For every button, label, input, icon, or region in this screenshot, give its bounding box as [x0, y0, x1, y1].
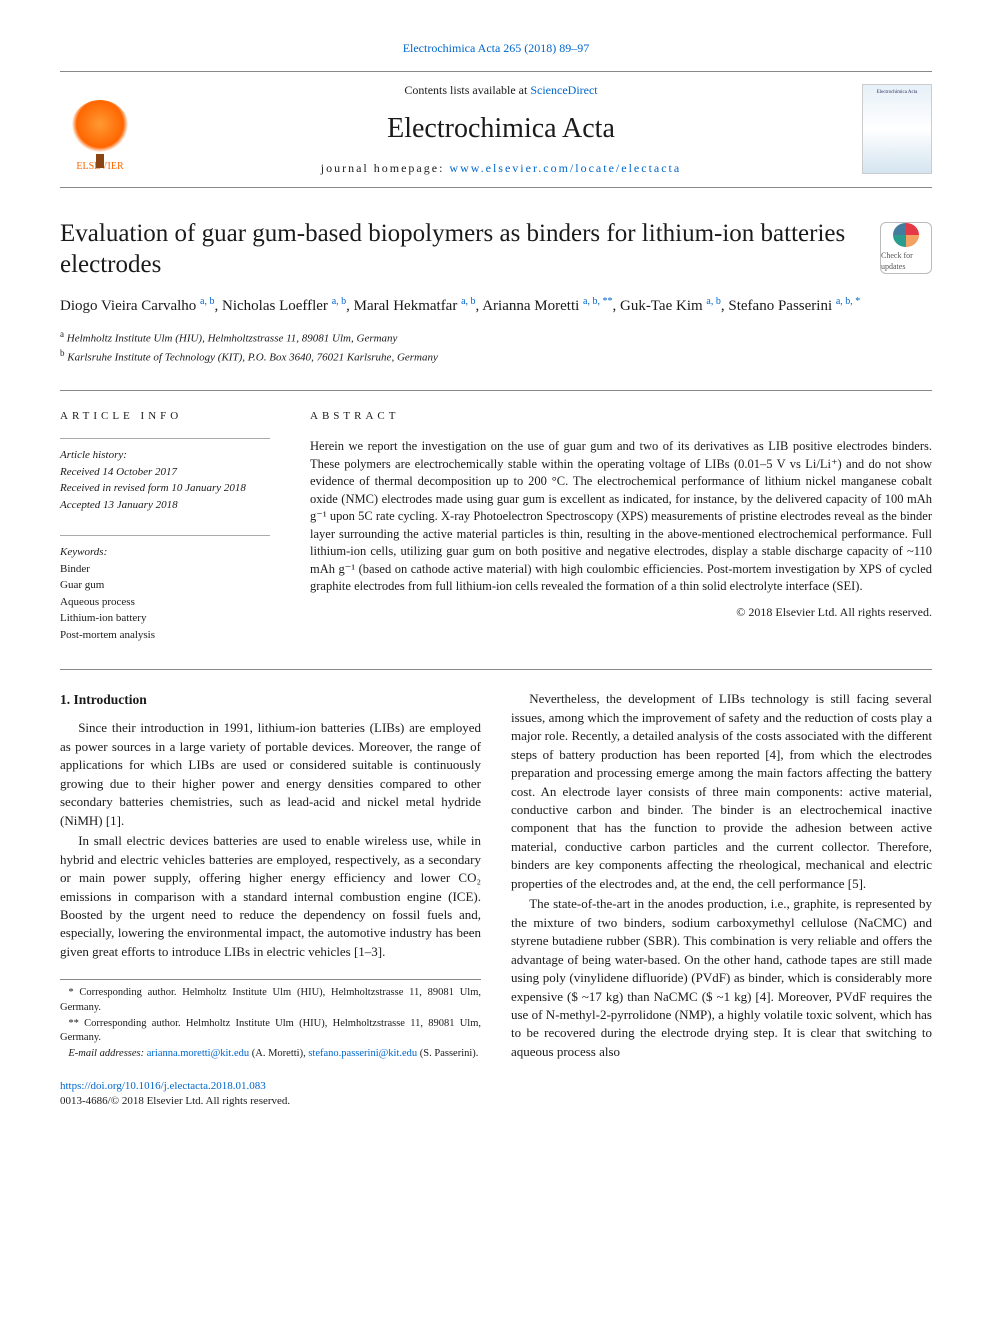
affiliation-b: b Karlsruhe Institute of Technology (KIT…: [60, 347, 932, 366]
journal-header: ELSEVIER Contents lists available at Sci…: [60, 71, 932, 188]
affiliation-a: a Helmholtz Institute Ulm (HIU), Helmhol…: [60, 328, 932, 347]
cover-title: Electrochimica Acta: [877, 89, 918, 96]
emails-label: E-mail addresses:: [68, 1048, 146, 1059]
keyword: Binder: [60, 561, 270, 578]
abstract-column: ABSTRACT Herein we report the investigat…: [310, 409, 932, 643]
citation-line: Electrochimica Acta 265 (2018) 89–97: [60, 40, 932, 57]
article-info-label: ARTICLE INFO: [60, 409, 270, 424]
homepage-label: journal homepage:: [321, 161, 450, 175]
title-block: Evaluation of guar gum-based biopolymers…: [60, 218, 932, 366]
updates-badge-text: Check for updates: [881, 250, 931, 272]
doi-link[interactable]: https://doi.org/10.1016/j.electacta.2018…: [60, 1080, 266, 1092]
body-paragraph: In small electric devices batteries are …: [60, 832, 481, 961]
info-abstract-row: ARTICLE INFO Article history: Received 1…: [60, 390, 932, 643]
article-history: Article history: Received 14 October 201…: [60, 438, 270, 513]
keywords-block: Keywords: Binder Guar gum Aqueous proces…: [60, 535, 270, 643]
contents-line: Contents lists available at ScienceDirec…: [140, 82, 862, 99]
email-who: (A. Moretti),: [249, 1048, 308, 1059]
body-paragraph: Since their introduction in 1991, lithiu…: [60, 719, 481, 830]
history-received: Received 14 October 2017: [60, 464, 270, 481]
journal-cover-thumb: Electrochimica Acta: [862, 84, 932, 174]
footnote-emails: E-mail addresses: arianna.moretti@kit.ed…: [60, 1047, 481, 1062]
elsevier-tree-icon: [70, 100, 130, 160]
history-label: Article history:: [60, 447, 270, 464]
affiliations: a Helmholtz Institute Ulm (HIU), Helmhol…: [60, 328, 932, 366]
body-two-columns: 1. Introduction Since their introduction…: [60, 690, 932, 1063]
page-footer: https://doi.org/10.1016/j.electacta.2018…: [60, 1079, 932, 1110]
journal-name: Electrochimica Acta: [140, 109, 862, 148]
keyword: Lithium-ion battery: [60, 610, 270, 627]
history-accepted: Accepted 13 January 2018: [60, 497, 270, 514]
abstract-label: ABSTRACT: [310, 409, 932, 424]
article-info-column: ARTICLE INFO Article history: Received 1…: [60, 409, 270, 643]
email-link[interactable]: arianna.moretti@kit.edu: [147, 1048, 249, 1059]
article-title: Evaluation of guar gum-based biopolymers…: [60, 218, 932, 281]
keyword: Guar gum: [60, 577, 270, 594]
journal-homepage: journal homepage: www.elsevier.com/locat…: [140, 160, 862, 177]
body-paragraph: The state-of-the-art in the anodes produ…: [511, 895, 932, 1061]
author-list: Diogo Vieira Carvalho a, b, Nicholas Loe…: [60, 294, 932, 318]
email-who: (S. Passerini).: [417, 1048, 478, 1059]
body-paragraph: Nevertheless, the development of LIBs te…: [511, 690, 932, 893]
keyword: Aqueous process: [60, 594, 270, 611]
abstract-text: Herein we report the investigation on th…: [310, 438, 932, 596]
issn-copyright: 0013-4686/© 2018 Elsevier Ltd. All right…: [60, 1095, 290, 1107]
sciencedirect-link[interactable]: ScienceDirect: [530, 83, 597, 97]
footnote-corr2: ** Corresponding author. Helmholtz Insti…: [60, 1017, 481, 1046]
history-revised: Received in revised form 10 January 2018: [60, 480, 270, 497]
section-divider: [60, 669, 932, 670]
contents-prefix: Contents lists available at: [404, 83, 530, 97]
email-link[interactable]: stefano.passerini@kit.edu: [308, 1048, 417, 1059]
publisher-logo: ELSEVIER: [60, 84, 140, 174]
citation-link[interactable]: Electrochimica Acta 265 (2018) 89–97: [403, 41, 590, 55]
check-updates-badge[interactable]: Check for updates: [880, 222, 932, 274]
homepage-link[interactable]: www.elsevier.com/locate/electacta: [449, 161, 681, 175]
footnotes: * Corresponding author. Helmholtz Instit…: [60, 979, 481, 1061]
section-heading-intro: 1. Introduction: [60, 690, 481, 709]
keywords-label: Keywords:: [60, 544, 270, 561]
abstract-copyright: © 2018 Elsevier Ltd. All rights reserved…: [310, 604, 932, 621]
updates-circle-icon: [893, 223, 919, 248]
keyword: Post-mortem analysis: [60, 627, 270, 644]
footnote-corr1: * Corresponding author. Helmholtz Instit…: [60, 986, 481, 1015]
header-center: Contents lists available at ScienceDirec…: [140, 82, 862, 177]
